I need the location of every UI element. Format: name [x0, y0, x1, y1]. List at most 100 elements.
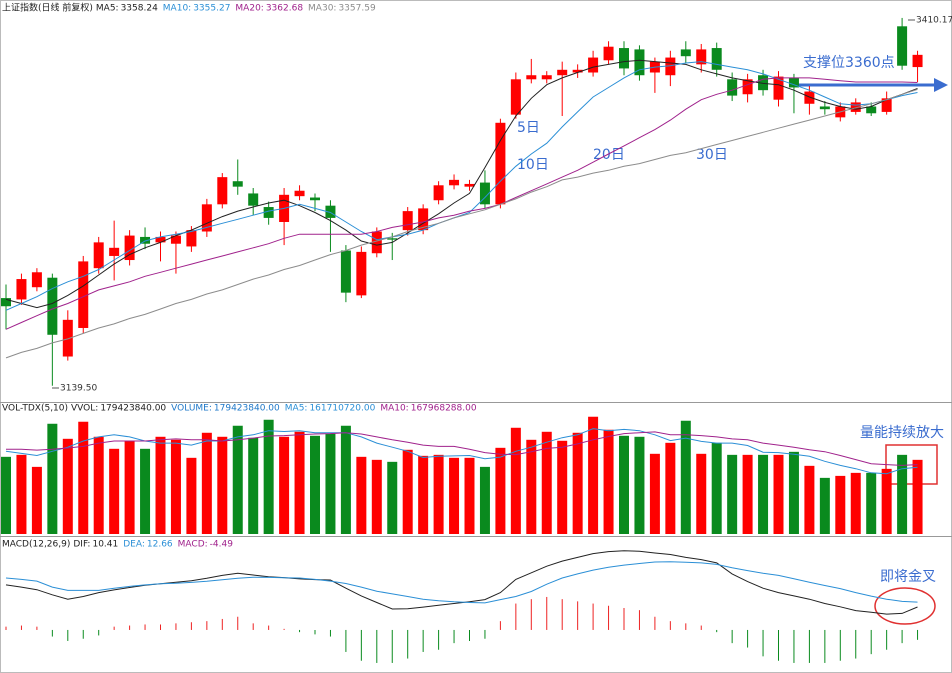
candle-body — [310, 197, 320, 201]
volume-bar — [897, 454, 908, 534]
volume-bar — [881, 468, 892, 534]
candle-body — [866, 106, 877, 114]
candle-body — [495, 122, 506, 205]
candle-body — [449, 179, 460, 186]
candle-body — [201, 204, 212, 232]
volume-bar — [742, 454, 753, 534]
candle-body — [603, 46, 614, 61]
volume-bar — [279, 436, 290, 534]
candle-body — [479, 182, 490, 205]
volume-bar — [665, 442, 676, 534]
candle-body — [696, 49, 707, 65]
legend-value: 179423840.00 — [100, 404, 166, 414]
header-title: MACD(12,26,9) — [2, 540, 70, 550]
candle-body — [526, 75, 537, 80]
max-label: 3410.17 — [916, 16, 952, 26]
volume-bar — [47, 423, 58, 534]
volume-bar — [325, 433, 336, 534]
candle-body — [263, 207, 274, 218]
volume-bar — [217, 436, 228, 534]
volume-bar — [588, 416, 599, 534]
volume-bar — [201, 432, 212, 534]
legend-value: 3362.68 — [266, 4, 303, 14]
volume-bar — [402, 449, 413, 534]
volume-bar — [912, 459, 923, 534]
legend-value: 167968288.00 — [411, 404, 477, 414]
candle-body — [340, 250, 351, 293]
volume-bar — [449, 457, 460, 534]
candle-body — [93, 242, 104, 269]
legend-value: -4.49 — [210, 540, 234, 550]
volume-bar — [310, 435, 320, 534]
volume-bar — [773, 454, 784, 534]
volume-bar — [1, 456, 11, 534]
volume-bar — [78, 421, 89, 534]
candle-body — [1, 298, 11, 307]
legend-value: 161710720.00 — [309, 404, 375, 414]
candle-body — [665, 57, 676, 76]
candle-body — [804, 91, 815, 104]
volume-bar — [248, 437, 259, 534]
header-title: VOL-TDX(5,10) — [2, 404, 68, 414]
annotation: 即将金叉 — [880, 569, 936, 585]
support-arrow-head — [934, 78, 948, 92]
candle-body — [541, 75, 552, 80]
volume-bar — [649, 453, 660, 534]
candle-body — [742, 79, 753, 95]
candle-body — [356, 251, 367, 296]
ma-line — [5, 77, 918, 330]
candle-body — [371, 231, 382, 254]
legend-value: 179423840.00 — [214, 404, 280, 414]
candle-body — [510, 79, 521, 115]
legend-name: VVOL: — [71, 404, 98, 414]
volume-bar — [819, 477, 830, 534]
volume-bar — [835, 475, 846, 534]
candle-body — [62, 319, 73, 357]
candle-body — [758, 75, 769, 91]
legend-name: MA20: — [235, 4, 263, 14]
legend-name: DEA: — [123, 540, 145, 550]
legend-name: MA5: — [285, 404, 308, 414]
candle-body — [140, 236, 151, 244]
candle-body — [78, 261, 89, 328]
volume-bar — [109, 448, 120, 534]
volume-bar — [418, 455, 429, 534]
volume-bar — [464, 457, 475, 534]
volume-bar — [479, 466, 490, 534]
volume-bar — [727, 454, 738, 534]
candle-body — [433, 185, 444, 201]
volume-bar — [510, 427, 521, 534]
annotation: 20日 — [593, 147, 625, 163]
legend-value: 12.66 — [147, 540, 173, 550]
volume-bar — [572, 432, 583, 534]
legend-name: MA5: — [96, 4, 119, 14]
volume-bar — [186, 457, 197, 534]
ma-line — [5, 59, 918, 309]
volume-bar — [696, 453, 707, 534]
volume-bar — [340, 425, 351, 534]
volume-bar — [619, 435, 629, 534]
volume-bar — [232, 425, 243, 534]
ma-line — [5, 61, 918, 311]
candle-body — [572, 69, 583, 73]
legend-name: MA10: — [380, 404, 408, 414]
legend-name: MACD: — [178, 540, 208, 550]
candle-body — [588, 57, 599, 73]
candle-body — [16, 279, 27, 300]
volume-bar — [124, 440, 135, 534]
volume-bar — [62, 438, 73, 534]
volume-bar — [140, 448, 151, 534]
macd-line — [5, 561, 918, 604]
volume-bar — [294, 431, 305, 534]
volume-bar — [155, 436, 166, 534]
candle-body — [31, 272, 42, 288]
candle-body — [325, 205, 336, 218]
candle-body — [819, 106, 830, 110]
candle-body — [294, 190, 305, 197]
volume-bar — [170, 439, 181, 534]
volume-bar — [557, 440, 568, 534]
legend-value: 3355.27 — [193, 4, 230, 14]
candle-body — [387, 238, 398, 240]
